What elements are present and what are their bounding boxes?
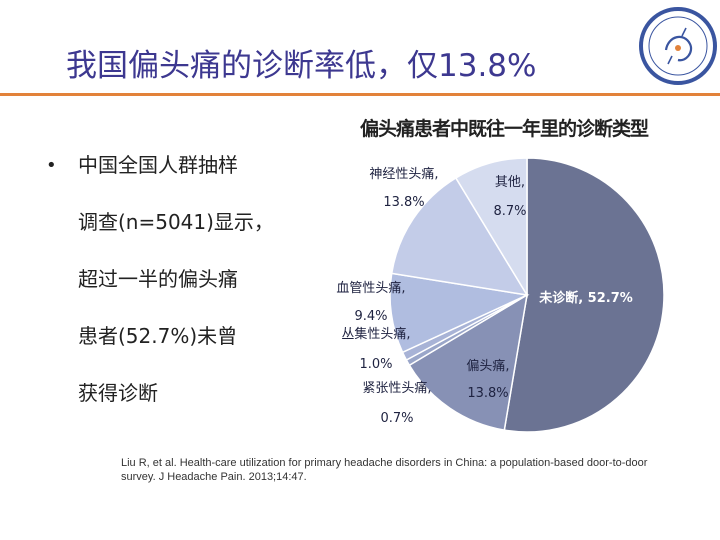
bullet-list: • 中国全国人群抽样 调查(n=5041)显示， 超过一半的偏头痛 患者(52.…: [46, 137, 316, 422]
bullet-line-3: 超过一半的偏头痛: [78, 267, 238, 291]
data-label: 1.0%: [359, 357, 392, 372]
title-divider: [0, 93, 720, 96]
data-label: 9.4%: [354, 309, 387, 324]
bullet-line-1: 中国全国人群抽样: [78, 153, 238, 177]
pie-slice: [389, 272, 530, 354]
slide-title: 我国偏头痛的诊断率低，仅13.8%: [66, 48, 537, 84]
pie-slice: [454, 157, 528, 298]
data-label: 13.8%: [467, 386, 508, 401]
slice-label: 偏头痛,: [466, 358, 509, 374]
slice-label: 丛集性头痛,: [341, 326, 410, 342]
pie-slice: [390, 176, 529, 296]
slice-label: 紧张性头痛,: [362, 380, 431, 396]
bullet-line-2: 调查(n=5041)显示，: [78, 210, 274, 234]
society-logo: [639, 7, 717, 85]
chart-title: 偏头痛患者中既往一年里的诊断类型: [360, 118, 649, 140]
bullet-marker: •: [46, 155, 57, 176]
data-label: 0.7%: [380, 411, 413, 426]
data-label: 8.7%: [493, 204, 526, 219]
bullet-line-4: 患者(52.7%)未曾: [78, 324, 238, 348]
pie-slice: [408, 293, 529, 431]
slice-label: 其他,: [495, 175, 525, 190]
slice-label: 神经性头痛,: [369, 166, 438, 182]
bullet-line-5: 获得诊断: [78, 381, 158, 405]
reference-citation: Liu R, et al. Health-care utilization fo…: [121, 457, 648, 483]
data-label: 13.8%: [383, 195, 424, 210]
data-label: 未诊断, 52.7%: [538, 290, 633, 306]
pie-slice: [503, 157, 665, 433]
slice-label: 血管性头痛,: [336, 280, 405, 296]
